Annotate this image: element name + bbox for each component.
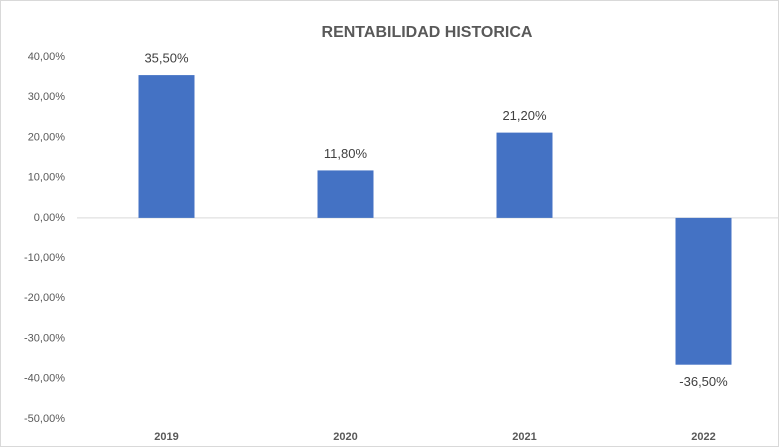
- x-tick-label: 2021: [512, 431, 536, 443]
- data-label: 11,80%: [324, 146, 368, 161]
- bar: [496, 132, 553, 218]
- y-tick-label: -40,00%: [24, 373, 65, 385]
- x-tick-label: 2019: [154, 431, 178, 443]
- chart-title: RENTABILIDAD HISTORICA: [322, 24, 533, 41]
- data-label: -36,50%: [679, 374, 728, 389]
- y-tick-label: -10,00%: [24, 252, 65, 264]
- y-tick-label: -20,00%: [24, 292, 65, 304]
- bar: [317, 170, 374, 218]
- y-tick-label: 40,00%: [28, 51, 66, 63]
- bar: [138, 75, 195, 218]
- x-tick-label: 2022: [691, 431, 715, 443]
- data-label: 21,20%: [502, 108, 547, 123]
- y-tick-label: -50,00%: [24, 413, 65, 425]
- data-label: 35,50%: [144, 51, 189, 66]
- bar: [675, 217, 732, 365]
- y-tick-label: 0,00%: [34, 212, 65, 224]
- y-tick-label: 10,00%: [28, 172, 66, 184]
- y-tick-label: 20,00%: [28, 131, 66, 143]
- y-tick-label: 30,00%: [28, 91, 66, 103]
- y-tick-label: -30,00%: [24, 332, 65, 344]
- x-tick-label: 2020: [333, 431, 357, 443]
